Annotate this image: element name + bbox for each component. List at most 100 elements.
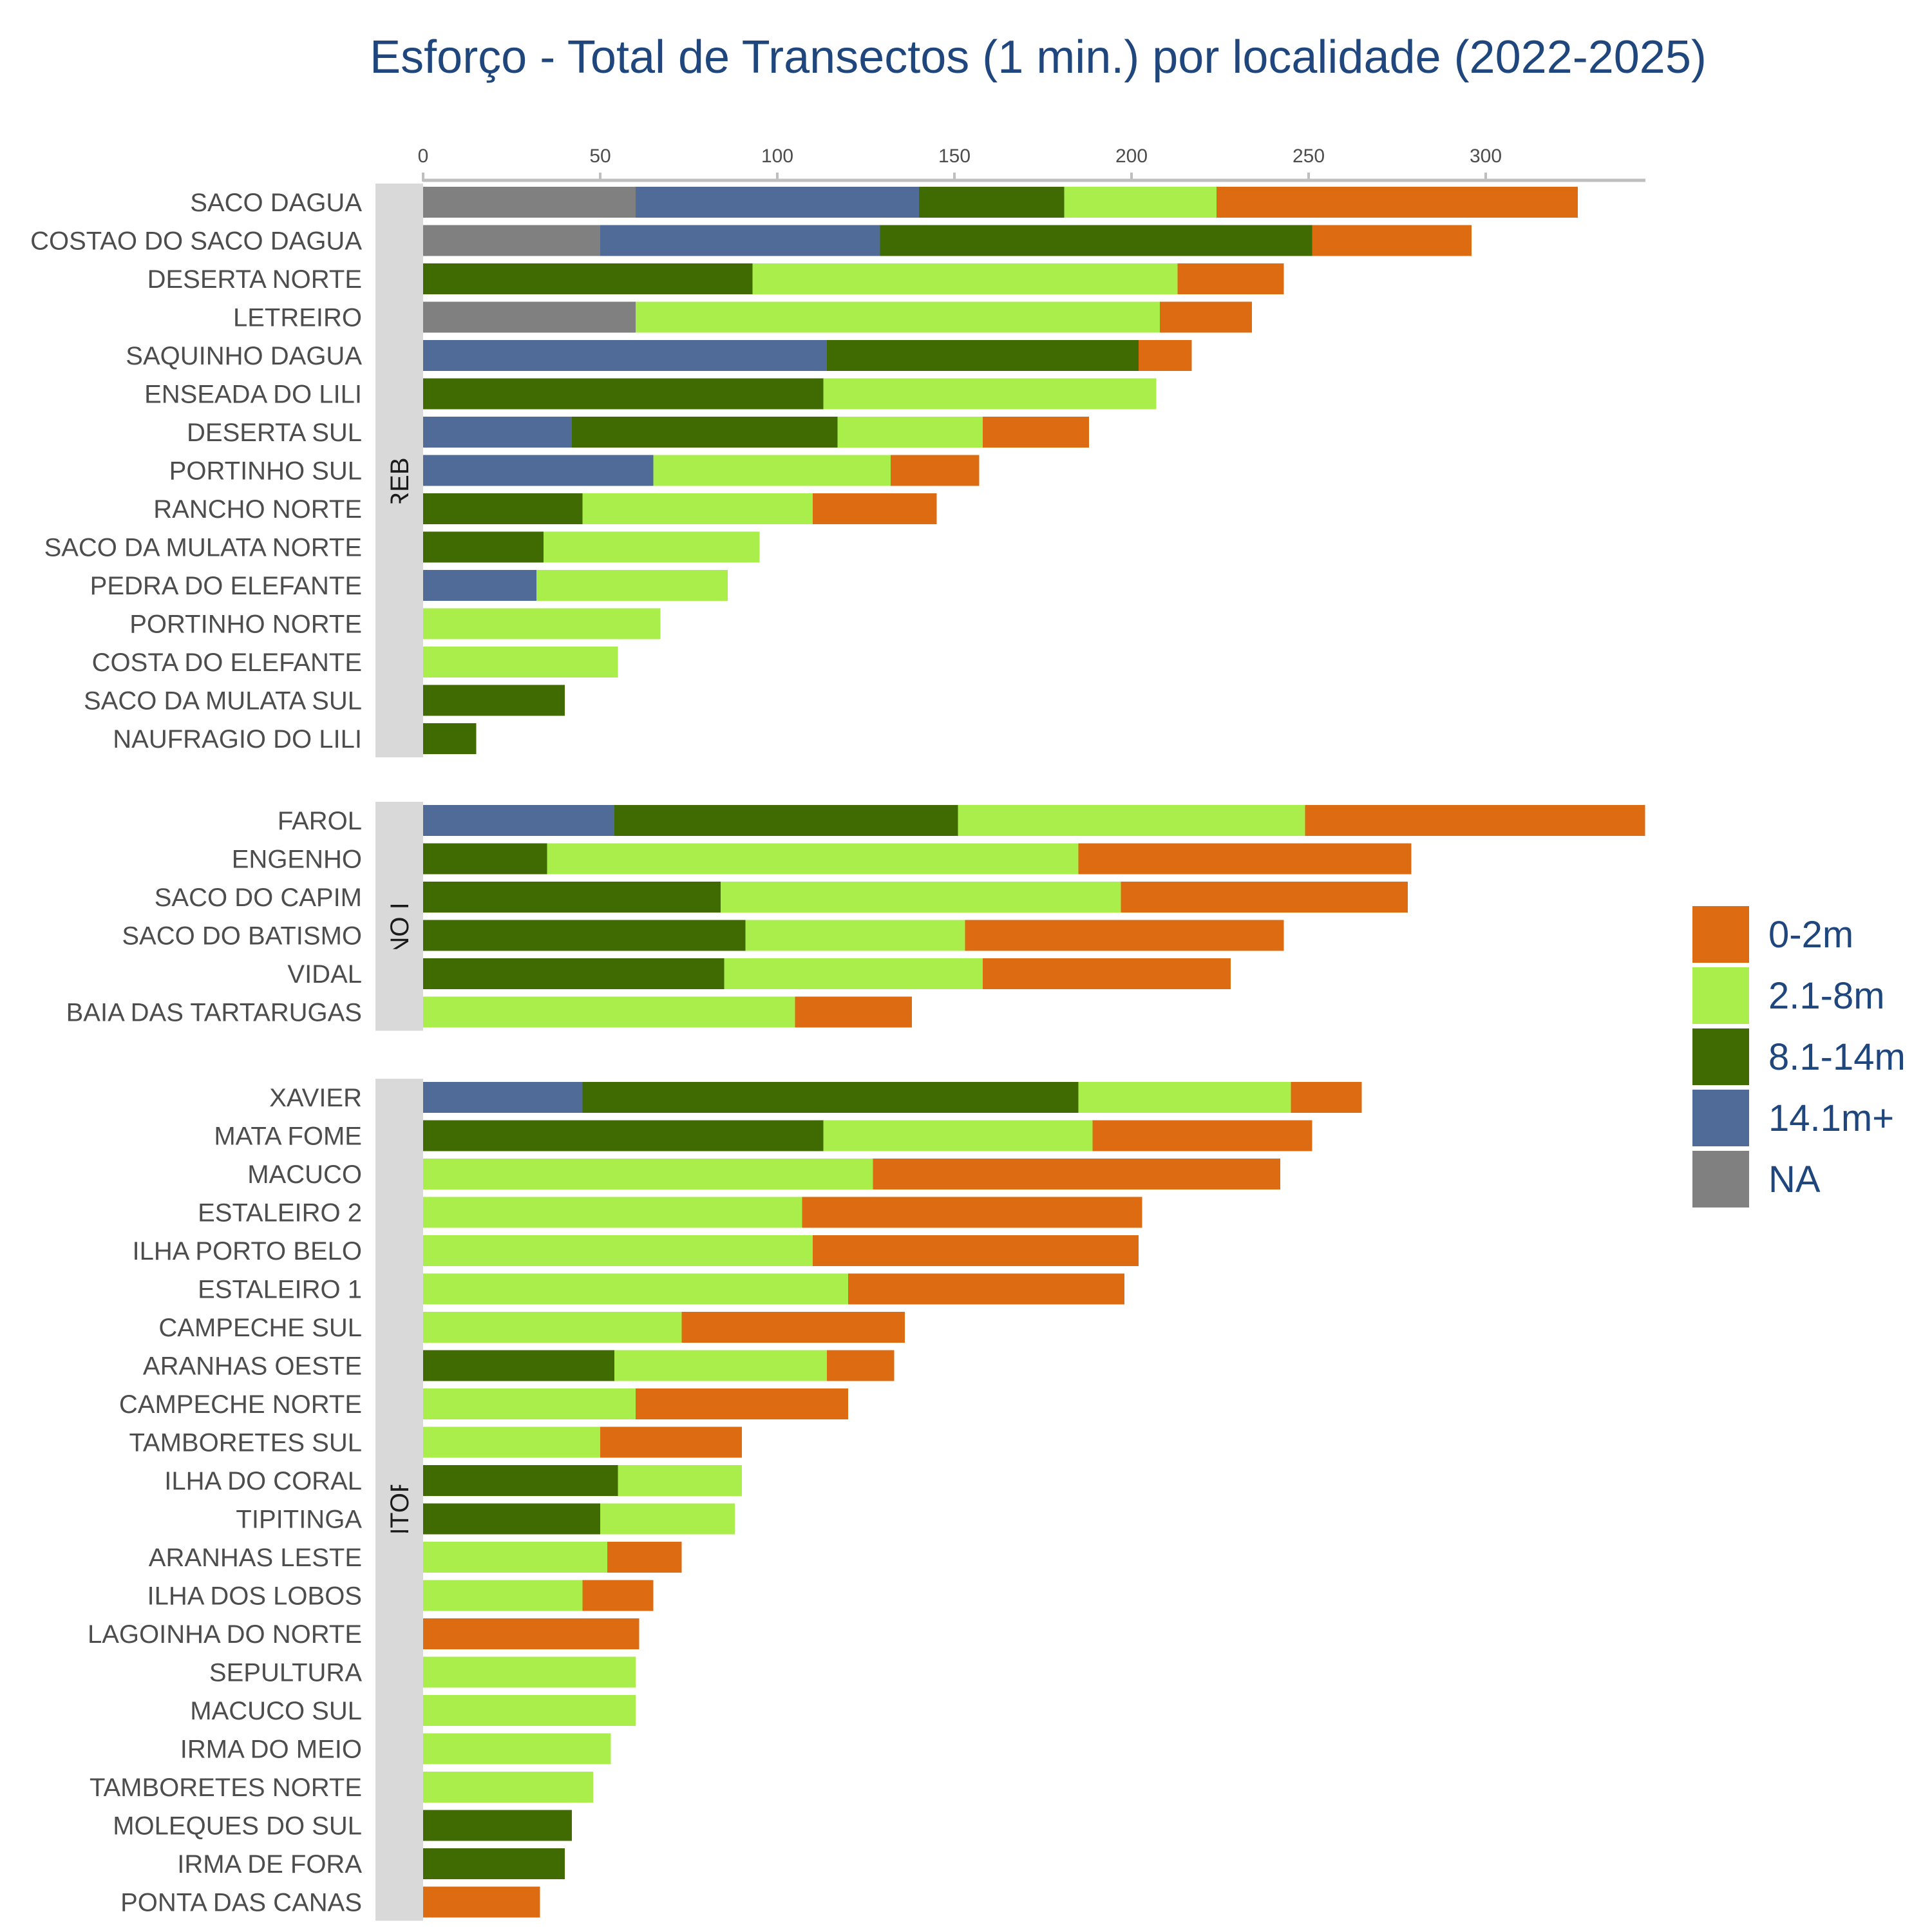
bar-row: PORTINHO SUL [169, 455, 980, 486]
legend-item: 8.1-14m [1692, 1028, 1906, 1085]
bar-row: COSTAO DO SACO DAGUA [30, 225, 1472, 256]
legend-label: 14.1m+ [1768, 1097, 1894, 1139]
legend-item: 14.1m+ [1692, 1090, 1894, 1146]
bar-segment [423, 187, 636, 218]
bar-row: MACUCO SUL [190, 1695, 636, 1726]
panel-label: ENTORNO [386, 1435, 414, 1564]
category-label: TAMBORETES SUL [129, 1429, 362, 1457]
tick-label: 0 [418, 146, 429, 167]
bar-row: PORTINHO NORTE [129, 608, 661, 639]
bar-segment [572, 417, 838, 448]
bar-row: LAGOINHA DO NORTE [88, 1618, 639, 1649]
bar-segment [848, 1273, 1124, 1305]
tick-label: 100 [761, 146, 793, 167]
bar-row: VIDAL [287, 958, 1231, 989]
bar-segment [827, 1350, 895, 1381]
panel-strip [375, 802, 423, 1031]
bar-segment [600, 1426, 742, 1458]
category-label: PORTINHO NORTE [129, 611, 362, 639]
legend-swatch [1692, 906, 1749, 963]
bar-segment [423, 1580, 583, 1611]
panel-strip [375, 184, 423, 757]
panel: ENTORNO XAVIER MATA FOME MACUCO ESTALEIRO 2 I… [88, 1079, 1362, 1921]
category-label: COSTAO DO SACO DAGUA [30, 227, 362, 256]
category-label: PEDRA DO ELEFANTE [90, 572, 362, 600]
bar-segment [423, 685, 565, 716]
category-label: DESERTA SUL [187, 419, 362, 447]
category-label: ARANHAS LESTE [149, 1544, 362, 1572]
bar-row: SACO DA MULATA NORTE [44, 531, 760, 563]
bar-segment [724, 958, 983, 989]
bar-row: COSTA DO ELEFANTE [92, 647, 618, 677]
bar-segment [837, 417, 983, 448]
panels: REBIO SACO DAGUA COSTAO DO SACO DAGUA DESER… [30, 184, 1645, 1921]
bar-row: PEDRA DO ELEFANTE [90, 570, 728, 601]
category-label: IRMA DE FORA [177, 1850, 362, 1879]
bar-segment [582, 1082, 1079, 1113]
bar-segment [423, 1120, 824, 1151]
panel-strip [375, 1079, 423, 1921]
bar-row: ILHA PORTO BELO [133, 1235, 1139, 1266]
bar-segment [1078, 843, 1412, 875]
category-label: ILHA PORTO BELO [133, 1237, 362, 1265]
legend-label: 8.1-14m [1768, 1036, 1906, 1078]
bar-row: MOLEQUES DO SUL [113, 1810, 572, 1841]
bar-row: ENGENHO [232, 843, 1412, 875]
category-label: ENGENHO [232, 846, 362, 874]
category-label: FAROL [278, 807, 362, 835]
category-label: MACUCO SUL [190, 1697, 362, 1725]
bar-segment [1291, 1082, 1362, 1113]
bar-row: DESERTA NORTE [147, 263, 1284, 294]
bar-segment [423, 843, 547, 875]
bar-row: NAUFRAGIO DO LILI [113, 723, 477, 754]
tick-label: 150 [938, 146, 971, 167]
bar-segment [536, 570, 728, 601]
category-label: COSTA DO ELEFANTE [92, 649, 362, 677]
bar-segment [423, 608, 661, 639]
bar-segment [423, 455, 654, 486]
bar-segment [423, 1388, 636, 1419]
bar-row: SEPULTURA [209, 1656, 636, 1688]
bar-segment [965, 920, 1284, 951]
tick-label: 200 [1115, 146, 1148, 167]
bar-segment [423, 1159, 873, 1189]
bar-segment [423, 417, 572, 448]
category-label: CAMPECHE NORTE [119, 1390, 362, 1419]
bar-row: RANCHO NORTE [153, 493, 937, 524]
bar-segment [823, 1120, 1093, 1151]
category-label: VIDAL [287, 960, 362, 989]
bar-segment [423, 647, 618, 677]
chart-title: Esforço - Total de Transectos (1 min.) p… [370, 32, 1707, 83]
bar-segment [423, 1503, 600, 1535]
bar-segment [582, 493, 813, 524]
category-label: ESTALEIRO 1 [198, 1276, 362, 1304]
bar-segment [423, 1542, 607, 1573]
bar-segment [795, 996, 912, 1028]
panel-label: REBIO [386, 430, 414, 510]
legend-item: NA [1692, 1151, 1821, 1208]
bar-segment [614, 805, 958, 836]
bar-segment [423, 882, 721, 913]
category-label: DESERTA NORTE [147, 265, 362, 294]
bar-segment [813, 493, 937, 524]
bar-segment [802, 1197, 1142, 1228]
bar-segment [423, 531, 544, 563]
bar-segment [423, 378, 824, 410]
bar-row: SACO DO BATISMO [122, 920, 1284, 951]
tick-label: 300 [1470, 146, 1502, 167]
bar-row: ARANHAS LESTE [149, 1542, 682, 1573]
category-label: XAVIER [269, 1084, 362, 1112]
legend: 0-2m 2.1-8m 8.1-14m 14.1m+ NA [1692, 906, 1906, 1208]
category-label: ILHA DOS LOBOS [147, 1582, 362, 1611]
bar-segment [1305, 805, 1645, 836]
category-label: ENSEADA DO LILI [144, 381, 362, 409]
category-label: BAIA DAS TARTARUGAS [66, 999, 362, 1027]
bar-segment [423, 996, 795, 1028]
category-label: PORTINHO SUL [169, 457, 362, 486]
bar-segment [423, 1618, 639, 1649]
bar-segment [1217, 187, 1578, 218]
bar-segment [873, 1159, 1280, 1189]
bar-row: XAVIER [269, 1082, 1362, 1113]
bar-segment [544, 531, 760, 563]
